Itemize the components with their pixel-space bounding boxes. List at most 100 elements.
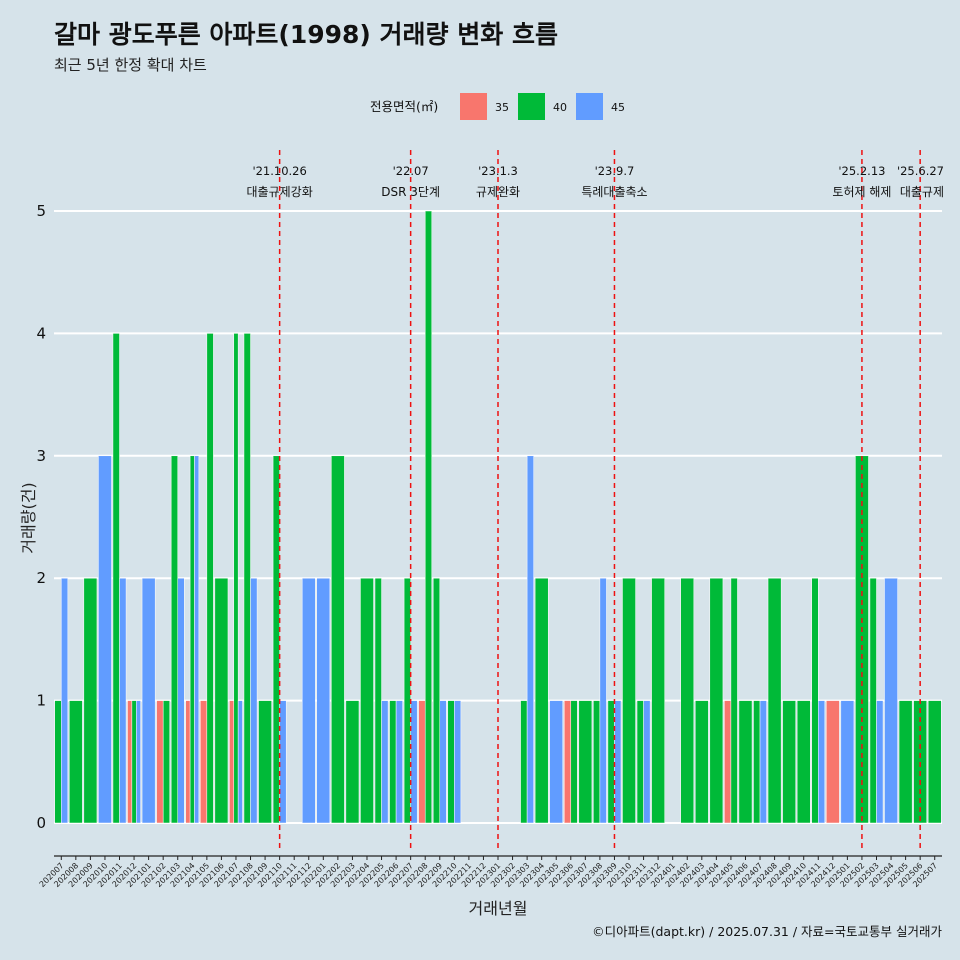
bar-40-202210	[447, 700, 455, 824]
bar-40-202306	[570, 700, 578, 824]
legend-label-35: 35	[495, 101, 509, 114]
bar-35-202104	[185, 700, 191, 824]
bar-40-202410	[796, 700, 811, 824]
event-name-label: 특례대출축소	[581, 185, 647, 199]
bar-35-202105	[200, 700, 208, 824]
bar-40-202304	[534, 577, 549, 824]
event-date-label: '22.07	[393, 164, 429, 178]
legend-swatch-40	[518, 93, 545, 120]
legend-label-45: 45	[611, 101, 625, 114]
event-date-label: '21.10.26	[252, 164, 306, 178]
bar-40-202204	[360, 577, 374, 824]
bar-45-202501	[840, 700, 855, 824]
bar-45-202303	[526, 455, 534, 824]
bar-40-202110	[272, 455, 280, 824]
bar-40-202012	[131, 700, 137, 824]
bar-40-202408	[767, 577, 782, 824]
x-axis-label: 거래년월	[469, 899, 528, 918]
bar-45-202107	[237, 700, 243, 824]
bar-35-202107	[229, 700, 235, 824]
bar-40-202104	[189, 455, 195, 824]
bar-40-202307	[578, 700, 593, 824]
caption: ©디아파트(dapt.kr) / 2025.07.31 / 자료=국토교통부 실…	[592, 924, 942, 939]
bar-40-202503	[869, 577, 877, 824]
bar-40-202208	[424, 210, 433, 824]
bar-45-202101	[141, 577, 156, 824]
chart-subtitle: 최근 5년 한정 확대 차트	[54, 56, 207, 74]
bar-35-202306	[563, 700, 572, 824]
bar-45-202012	[135, 700, 141, 824]
bar-40-202109	[258, 700, 272, 824]
bar-40-202409	[782, 700, 796, 824]
bar-35-202208	[418, 700, 426, 824]
bar-40-202403	[695, 700, 709, 824]
bar-35-202405	[724, 700, 732, 824]
event-name-label: 토허제 해제	[832, 185, 891, 199]
bar-40-202312	[651, 577, 665, 824]
bar-45-202207	[410, 700, 418, 824]
bar-45-202011	[119, 577, 127, 824]
bar-40-202008	[69, 700, 83, 824]
event-name-label: 대출규제강화	[247, 185, 313, 199]
bar-40-202309	[607, 700, 615, 824]
event-name-label: 대출규제	[900, 185, 944, 199]
bar-40-202207	[403, 577, 411, 824]
bar-45-202104	[194, 455, 200, 824]
bar-45-202205	[381, 700, 389, 824]
event-date-label: '25.6.27	[897, 164, 944, 178]
legend-swatch-35	[460, 93, 487, 120]
bar-40-202205	[374, 577, 382, 824]
bar-40-202107	[233, 333, 239, 824]
y-tick-label: 0	[36, 814, 46, 832]
legend: 전용면적(㎡) 35 40 45	[370, 93, 625, 120]
bar-40-202303	[520, 700, 528, 824]
legend-swatch-45	[576, 93, 603, 120]
bar-40-202009	[83, 577, 98, 824]
bar-40-202202	[331, 455, 345, 824]
bar-45-202110	[279, 700, 287, 824]
bar-45-202112	[301, 577, 316, 824]
bar-45-202308	[599, 577, 607, 824]
bar-40-202407	[753, 700, 761, 824]
bar-45-202503	[876, 700, 884, 824]
y-axis-label: 거래량(건)	[19, 482, 38, 553]
bar-45-202201	[316, 577, 331, 824]
y-tick-label: 3	[36, 447, 46, 465]
bar-45-202309	[614, 700, 622, 824]
legend-title: 전용면적(㎡)	[370, 99, 438, 114]
bar-40-202203	[345, 700, 360, 824]
bar-45-202504	[884, 577, 898, 824]
bar-45-202108	[250, 577, 258, 824]
event-date-label: '23.1.3	[478, 164, 518, 178]
bar-40-202105	[206, 333, 214, 824]
event-layer: '21.10.26 대출규제강화 '22.07 DSR 3단계 '23.1.3 규제완화 '…	[247, 150, 944, 850]
event-name-label: 규제완화	[476, 185, 520, 199]
event-date-label: '23.9.7	[595, 164, 635, 178]
bar-45-202209	[439, 700, 447, 824]
bar-40-202507	[927, 700, 942, 824]
legend-label-40: 40	[553, 101, 567, 114]
bar-40-202411	[811, 577, 819, 824]
bar-35-202102	[156, 700, 164, 824]
y-tick-label: 1	[36, 692, 46, 710]
y-tick-label: 4	[36, 324, 46, 342]
chart-title: 갈마 광도푸른 아파트(1998) 거래량 변화 흐름	[54, 20, 558, 49]
event-date-label: '25.2.13	[838, 164, 885, 178]
bar-45-202311	[643, 700, 651, 824]
bar-45-202305	[549, 700, 564, 824]
bar-40-202103	[170, 455, 178, 824]
bar-45-202010	[98, 455, 112, 824]
bar-45-202210	[454, 700, 462, 824]
bar-layer	[54, 210, 942, 824]
bar-40-202102	[162, 700, 170, 824]
y-tick-label: 2	[36, 569, 46, 587]
bar-35-202012	[127, 700, 133, 824]
bar-40-202108	[243, 333, 251, 824]
bar-45-202206	[395, 700, 403, 824]
bar-40-202310	[622, 577, 636, 824]
bar-40-202405	[730, 577, 738, 824]
bar-45-202007	[61, 577, 69, 824]
bar-40-202106	[214, 577, 229, 824]
bar-40-202209	[432, 577, 441, 824]
